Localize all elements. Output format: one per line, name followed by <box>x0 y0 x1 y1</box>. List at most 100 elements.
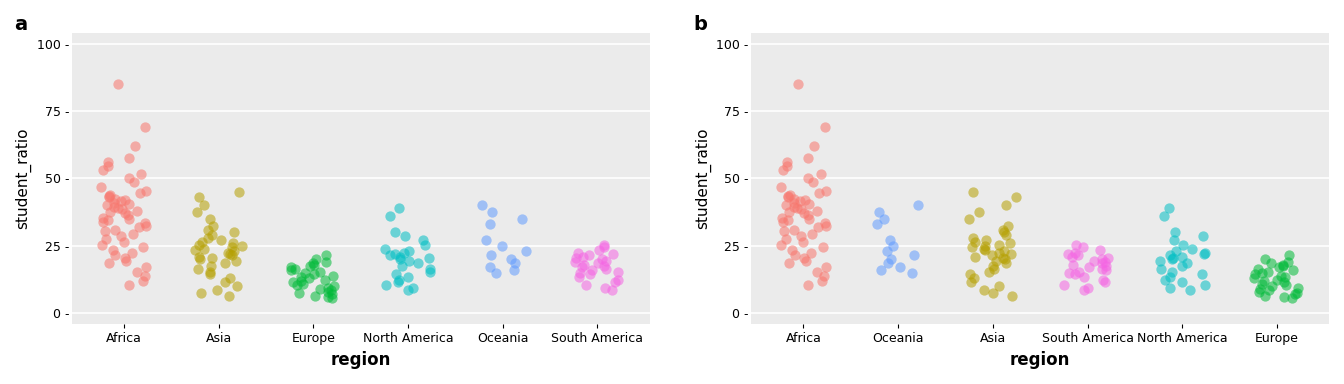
Point <box>98 217 120 223</box>
Point <box>890 264 911 270</box>
Point <box>775 236 797 242</box>
Point <box>231 243 253 249</box>
Point <box>804 143 825 149</box>
Point <box>1064 271 1086 277</box>
Point <box>98 194 120 200</box>
Point <box>200 216 222 222</box>
Point <box>570 270 591 276</box>
Point <box>1060 253 1082 260</box>
Point <box>198 227 219 233</box>
X-axis label: region: region <box>331 351 391 369</box>
Point <box>992 255 1013 261</box>
Point <box>110 198 132 204</box>
Point <box>305 293 327 299</box>
Point <box>786 205 808 211</box>
Point <box>793 210 814 217</box>
Point <box>1091 276 1113 283</box>
Point <box>786 81 808 87</box>
Point <box>132 278 153 284</box>
Point <box>1247 289 1269 295</box>
Point <box>1193 250 1215 256</box>
Point <box>90 184 112 190</box>
Point <box>207 287 228 293</box>
Point <box>1172 253 1193 260</box>
Point <box>1078 285 1099 291</box>
Point <box>798 201 820 207</box>
Point <box>300 263 321 269</box>
Point <box>801 250 823 256</box>
Point <box>993 248 1015 254</box>
Point <box>778 260 800 266</box>
Point <box>1163 255 1184 261</box>
Point <box>1191 271 1212 277</box>
Point <box>480 264 501 270</box>
Point <box>778 193 800 199</box>
Point <box>282 279 304 285</box>
Point <box>214 260 235 266</box>
Point <box>995 202 1016 209</box>
Point <box>1281 295 1302 301</box>
Point <box>290 274 312 280</box>
Point <box>606 276 628 283</box>
Point <box>1176 260 1198 266</box>
Point <box>814 187 836 194</box>
Point <box>290 278 312 284</box>
Point <box>962 189 984 195</box>
Point <box>777 163 798 169</box>
Point <box>480 221 501 227</box>
Point <box>314 276 336 283</box>
Point <box>976 237 997 243</box>
Point <box>989 250 1011 256</box>
Point <box>203 223 224 229</box>
Point <box>1062 262 1083 268</box>
Point <box>1243 275 1265 281</box>
Point <box>1253 278 1274 284</box>
Point <box>1245 271 1266 277</box>
Point <box>124 143 145 149</box>
Point <box>964 253 985 260</box>
Point <box>113 239 134 245</box>
Point <box>1282 267 1304 273</box>
Point <box>226 283 247 290</box>
Point <box>220 244 242 250</box>
Point <box>960 279 981 285</box>
Point <box>1058 270 1079 276</box>
Point <box>871 267 892 273</box>
Point <box>187 209 208 215</box>
Point <box>126 208 148 214</box>
Point <box>1273 279 1294 285</box>
Point <box>187 266 208 272</box>
Point <box>809 190 831 196</box>
Point <box>124 179 145 185</box>
Point <box>1195 282 1216 288</box>
Point <box>781 247 802 253</box>
Point <box>1180 287 1202 293</box>
Point <box>470 202 492 209</box>
Point <box>982 263 1004 269</box>
Point <box>589 247 610 253</box>
Point <box>564 255 586 261</box>
Point <box>121 250 142 256</box>
Point <box>188 253 210 260</box>
Point <box>1091 260 1113 266</box>
Point <box>777 159 798 165</box>
Point <box>812 244 833 250</box>
Point <box>773 218 794 225</box>
Point <box>1274 274 1296 280</box>
Point <box>321 291 343 298</box>
Point <box>1079 264 1101 270</box>
Point <box>188 242 210 248</box>
Point <box>903 252 925 258</box>
X-axis label: region: region <box>1009 351 1070 369</box>
Point <box>958 216 980 222</box>
Point <box>316 259 337 265</box>
Point <box>813 273 835 279</box>
Point <box>219 251 241 257</box>
Point <box>1247 266 1269 272</box>
Point <box>103 204 125 210</box>
Point <box>812 278 833 284</box>
Point <box>305 256 327 262</box>
Point <box>114 255 136 261</box>
Point <box>388 276 410 283</box>
Point <box>984 266 1005 272</box>
